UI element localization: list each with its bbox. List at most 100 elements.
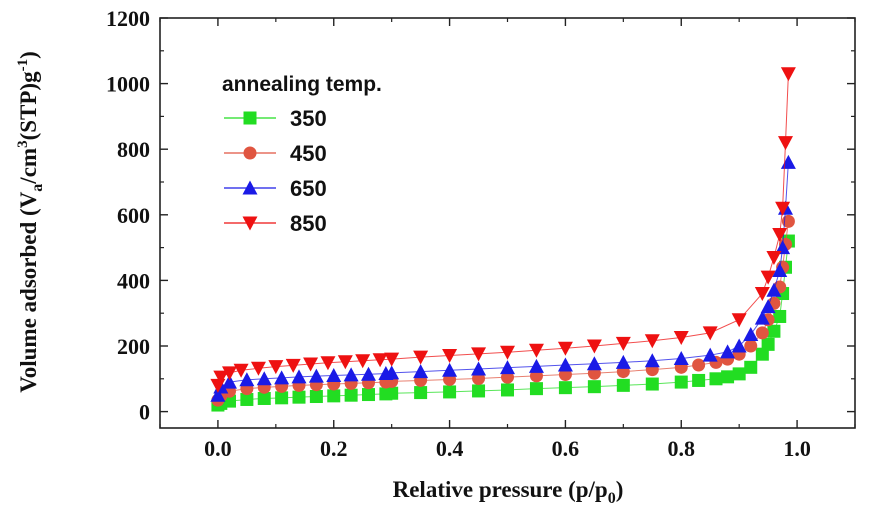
y-tick-label: 1200	[106, 6, 150, 31]
data-point-650	[222, 374, 237, 389]
data-point-650	[557, 357, 573, 372]
data-point-850	[268, 360, 284, 375]
data-point-350	[472, 384, 486, 398]
data-point-650	[673, 350, 689, 365]
x-axis-title-tail: )	[616, 477, 624, 502]
y-tick-label: 400	[117, 268, 150, 293]
data-point-650	[766, 282, 782, 297]
data-point-850	[250, 361, 266, 376]
data-point-350	[755, 347, 769, 361]
data-point-350	[309, 390, 323, 404]
data-point-350	[344, 388, 358, 402]
data-point-350	[767, 324, 781, 338]
data-point-650	[239, 372, 255, 387]
y-axis-title-p1: Volume adsorbed (V	[16, 191, 41, 392]
legend-title: annealing temp.	[222, 73, 382, 96]
data-point-850	[673, 330, 689, 345]
y-axis-title-p3: (STP)g	[16, 71, 41, 141]
legend-entry-350: 350	[224, 106, 327, 131]
legend: annealing temp. 350 450 650 850	[222, 73, 382, 236]
x-tick-label: 0.0	[204, 436, 232, 461]
data-point-350	[385, 386, 399, 400]
data-point-650	[361, 366, 376, 381]
data-point-850	[413, 350, 429, 365]
data-point-650	[291, 369, 307, 384]
data-point-350	[721, 370, 735, 384]
data-point-850	[213, 370, 229, 385]
y-axis-title-p2: /cm	[16, 148, 41, 185]
data-point-650	[274, 370, 290, 385]
data-point-350	[327, 389, 341, 403]
data-point-450	[755, 326, 769, 340]
data-point-850	[702, 326, 718, 341]
data-point-850	[760, 270, 776, 285]
data-point-650	[384, 365, 400, 380]
data-point-650	[528, 358, 544, 373]
data-point-850	[471, 347, 487, 362]
data-point-650	[308, 368, 324, 383]
data-point-350	[616, 378, 630, 392]
legend-marker	[242, 216, 258, 231]
y-tick-label: 800	[117, 137, 150, 162]
data-point-350	[692, 373, 706, 387]
y-axis-title-sup1: 3	[15, 140, 31, 148]
data-point-650	[256, 371, 272, 386]
series-layer	[210, 67, 796, 412]
data-point-350	[732, 367, 746, 381]
y-tick-label: 0	[139, 400, 150, 425]
x-tick-label: 0.4	[436, 436, 464, 461]
data-point-350	[501, 383, 514, 397]
x-tick-label: 0.6	[552, 436, 580, 461]
x-tick-label: 1.0	[783, 436, 811, 461]
data-point-850	[528, 343, 544, 358]
x-axis-title-sub: 0	[608, 490, 616, 507]
data-point-350	[674, 375, 688, 389]
legend-label: 350	[290, 106, 327, 131]
data-point-450	[692, 358, 706, 372]
legend-entry-650: 650	[224, 176, 327, 201]
data-point-650	[760, 299, 776, 314]
data-point-850	[772, 227, 788, 242]
data-point-850	[233, 363, 249, 378]
data-point-850	[557, 341, 573, 356]
data-point-350	[558, 381, 572, 395]
data-point-350	[645, 377, 659, 391]
data-point-650	[644, 353, 660, 368]
data-point-350	[240, 392, 254, 406]
data-point-350	[257, 391, 271, 405]
data-point-650	[586, 356, 602, 371]
legend-label: 650	[290, 176, 327, 201]
data-point-850	[586, 339, 602, 354]
data-point-850	[222, 366, 237, 381]
data-point-350	[292, 390, 306, 404]
data-point-850	[754, 287, 770, 302]
y-axis-title-sub: a	[29, 184, 46, 192]
data-point-850	[285, 358, 301, 373]
data-point-850	[780, 67, 796, 82]
data-point-650	[343, 367, 359, 382]
data-point-850	[731, 313, 747, 328]
data-point-650	[326, 368, 342, 383]
data-point-850	[778, 136, 793, 151]
data-point-650	[500, 360, 515, 375]
x-axis-title-main: Relative pressure (p/p	[393, 477, 608, 502]
data-point-350	[744, 360, 758, 374]
data-point-350	[709, 372, 723, 386]
x-axis-title: Relative pressure (p/p0)	[393, 477, 624, 507]
data-point-450	[744, 339, 758, 353]
series-850	[210, 67, 796, 393]
data-point-850	[615, 336, 631, 351]
data-point-650	[702, 347, 718, 362]
data-point-350	[443, 385, 457, 399]
legend-marker	[243, 146, 257, 160]
data-point-650	[743, 327, 759, 342]
legend-label: 850	[290, 211, 327, 236]
legend-marker	[242, 180, 258, 195]
data-point-650	[775, 240, 791, 255]
data-point-350	[587, 380, 601, 394]
data-point-350	[761, 337, 775, 351]
data-point-850	[303, 357, 319, 372]
x-tick-label: 0.2	[320, 436, 348, 461]
data-point-650	[720, 344, 736, 359]
